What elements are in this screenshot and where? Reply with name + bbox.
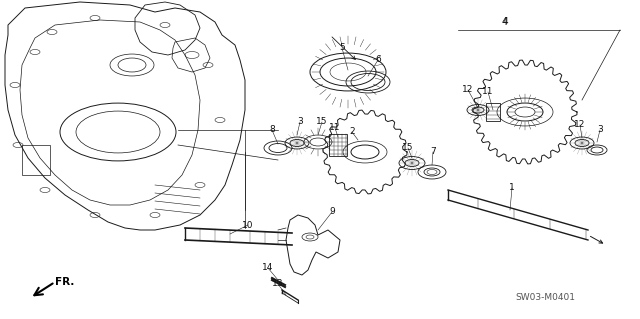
- Text: 4: 4: [502, 17, 508, 27]
- Text: 5: 5: [339, 43, 345, 53]
- Text: 2: 2: [349, 128, 355, 137]
- Text: 4: 4: [502, 18, 508, 26]
- Text: 11: 11: [483, 87, 493, 97]
- Text: 3: 3: [597, 125, 603, 135]
- Text: 14: 14: [262, 263, 274, 272]
- Text: FR.: FR.: [55, 277, 74, 287]
- Text: 15: 15: [316, 117, 328, 127]
- Text: 7: 7: [430, 147, 436, 157]
- Text: 1: 1: [509, 183, 515, 192]
- Text: SW03-M0401: SW03-M0401: [515, 293, 575, 302]
- Text: 9: 9: [329, 207, 335, 217]
- Text: 8: 8: [269, 125, 275, 135]
- Text: 6: 6: [375, 56, 381, 64]
- Text: 13: 13: [272, 279, 284, 288]
- Text: 12: 12: [574, 121, 586, 130]
- Text: 10: 10: [243, 220, 253, 229]
- Text: 15: 15: [403, 144, 413, 152]
- Text: 11: 11: [329, 123, 340, 132]
- Text: 3: 3: [297, 117, 303, 127]
- Text: 12: 12: [462, 85, 474, 94]
